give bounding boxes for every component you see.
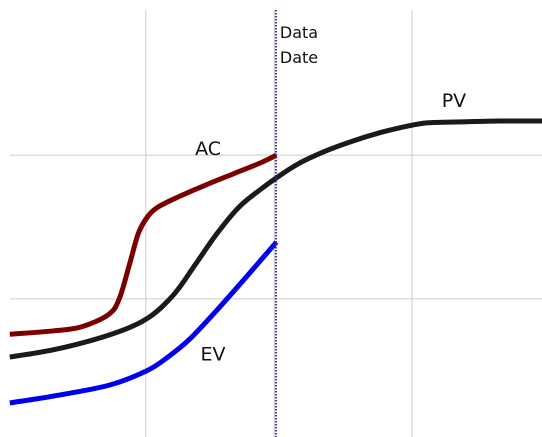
data-date-label-line1: Data — [280, 23, 318, 42]
data-date-label-line2: Date — [280, 48, 318, 67]
series-lines — [9, 118, 542, 406]
series-line-ev — [9, 240, 279, 406]
series-labels: PV AC EV — [195, 90, 466, 365]
series-line-pv — [9, 118, 542, 360]
series-label-ev: EV — [201, 344, 226, 366]
series-label-ac: AC — [195, 138, 221, 160]
series-label-pv: PV — [442, 90, 466, 112]
series-line-ac — [9, 152, 278, 337]
